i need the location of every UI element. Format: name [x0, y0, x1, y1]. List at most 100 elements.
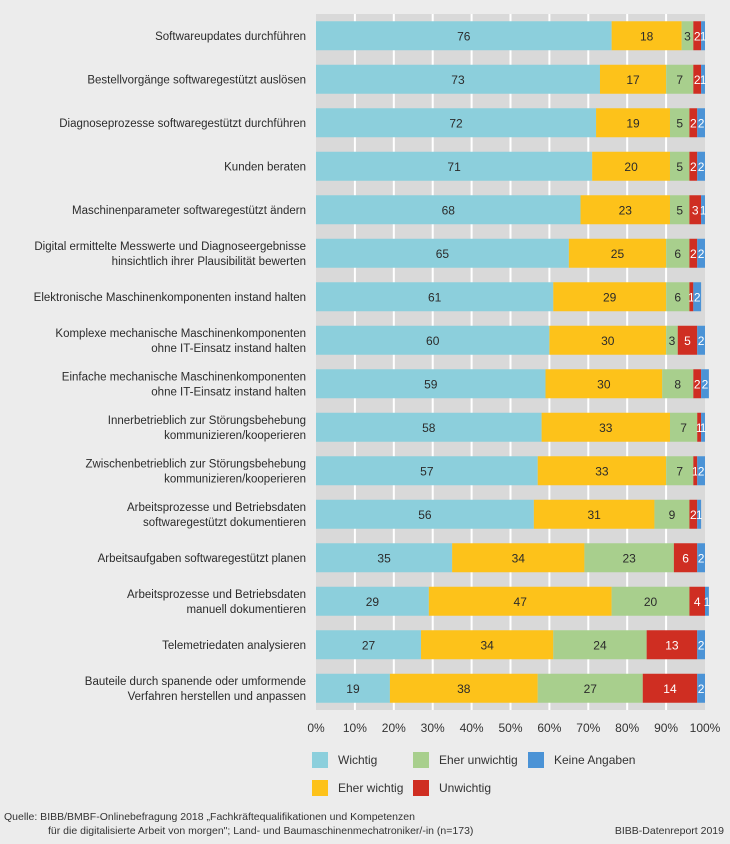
x-tick-label: 0%	[307, 721, 325, 735]
legend-item-eher-unwichtig: Eher unwichtig	[413, 752, 518, 768]
data-label: 2	[694, 73, 701, 87]
data-label: 5	[684, 334, 691, 348]
category-label: Telemetriedaten analysieren	[162, 640, 306, 652]
data-label: 1	[696, 508, 703, 522]
bar-segment-keine-angaben	[701, 369, 709, 399]
bar-segment-keine-angaben	[701, 412, 705, 442]
bar-segment-keine-angaben	[701, 64, 705, 94]
bar-segment-eher-unwichtig	[654, 499, 690, 529]
data-label: 1	[700, 421, 707, 435]
bar-segment-eher-wichtig	[428, 586, 612, 616]
data-label: 8	[674, 377, 681, 391]
bar-row: 72 19 5 2 2	[316, 108, 705, 138]
data-label: 31	[587, 508, 601, 522]
bar-segment-eher-unwichtig	[669, 412, 698, 442]
bar-segment-unwichtig	[689, 586, 705, 616]
legend-swatch	[413, 780, 429, 796]
bar-segment-wichtig	[316, 499, 534, 529]
category-labels: Softwareupdates durchführen Bestellvorgän…	[34, 31, 306, 703]
category-label: Diagnoseprozesse softwaregestützt durchf…	[59, 118, 306, 130]
source-line-1: Quelle: BIBB/BMBF-Onlinebefragung 2018 „…	[4, 811, 415, 823]
bar-row: 60 30 3 5 2	[316, 325, 705, 355]
bar-segment-unwichtig	[677, 325, 698, 355]
legend-swatch	[528, 752, 544, 768]
bar-row: 59 30 8 2 2	[316, 369, 709, 399]
legend-item-keine-angaben: Keine Angaben	[528, 752, 635, 768]
data-label: 3	[669, 334, 676, 348]
bar-segment-keine-angaben	[697, 325, 705, 355]
bar-segment-eher-wichtig	[545, 369, 663, 399]
category-label: Elektronische Maschinenkomponenten insta…	[34, 292, 306, 304]
data-label: 23	[619, 203, 633, 217]
data-label: 61	[428, 290, 442, 304]
category-label: Softwareupdates durchführen	[155, 31, 306, 43]
bar-segment-eher-unwichtig	[611, 586, 690, 616]
data-label: 60	[426, 334, 440, 348]
bar-segment-wichtig	[316, 282, 554, 312]
bar-segment-unwichtig	[693, 369, 702, 399]
bar-segment-keine-angaben	[697, 108, 705, 138]
data-label: 7	[676, 73, 683, 87]
x-tick-label: 70%	[576, 721, 600, 735]
bar-segment-eher-unwichtig	[666, 64, 694, 94]
data-label: 47	[514, 595, 528, 609]
bar-row: 68 23 5 3 1	[316, 195, 707, 225]
category-label: Bestellvorgänge softwaregestützt auslöse…	[87, 74, 306, 86]
data-label: 5	[676, 160, 683, 174]
data-label: 30	[601, 334, 615, 348]
bar-segment-keine-angaben	[701, 195, 705, 225]
data-label: 35	[377, 551, 391, 565]
data-label: 2	[698, 551, 705, 565]
bar-segment-eher-wichtig	[580, 195, 670, 225]
bar-segment-eher-wichtig	[568, 238, 667, 268]
bar-segment-eher-unwichtig	[669, 151, 690, 181]
bar-segment-keine-angaben	[697, 543, 705, 573]
data-label: 2	[698, 160, 705, 174]
category-label: Arbeitsaufgaben softwaregestützt planen	[98, 553, 306, 565]
legend-swatch	[413, 752, 429, 768]
data-label: 2	[702, 377, 709, 391]
data-label: 4	[694, 595, 701, 609]
data-label: 2	[694, 290, 701, 304]
x-tick-label: 50%	[498, 721, 522, 735]
bar-segment-unwichtig	[693, 456, 698, 486]
data-label: 68	[442, 203, 456, 217]
bar-segment-wichtig	[316, 673, 390, 703]
bar-segment-wichtig	[316, 325, 550, 355]
x-tick-label: 80%	[615, 721, 639, 735]
data-label: 1	[700, 73, 707, 87]
data-label: 20	[624, 160, 638, 174]
x-tick-label: 10%	[343, 721, 367, 735]
x-tick-label: 90%	[654, 721, 678, 735]
data-label: 17	[626, 73, 640, 87]
bar-segment-eher-unwichtig	[666, 282, 690, 312]
bar-segment-eher-unwichtig	[666, 325, 678, 355]
bar-segment-eher-unwichtig	[669, 108, 690, 138]
data-label: 1	[696, 421, 703, 435]
x-tick-label: 40%	[460, 721, 484, 735]
data-label: 2	[690, 160, 697, 174]
x-tick-label: 100%	[690, 721, 721, 735]
report-credit: BIBB-Datenreport 2019	[614, 825, 724, 837]
bar-segment-keine-angaben	[697, 151, 705, 181]
bar-segment-wichtig	[316, 21, 612, 51]
x-axis-ticks: 0% 10% 20% 30% 40% 50% 60% 70% 80% 90% 100%	[307, 721, 720, 735]
bar-segment-eher-wichtig	[611, 21, 682, 51]
data-label: 76	[457, 29, 471, 43]
x-tick-label: 60%	[537, 721, 561, 735]
data-label: 2	[698, 464, 705, 478]
bar-segment-eher-wichtig	[421, 630, 554, 660]
data-label: 19	[626, 116, 640, 130]
legend-label: Eher wichtig	[338, 781, 404, 795]
bar-segment-eher-wichtig	[596, 108, 670, 138]
bar-row: 29 47 20 4 1	[316, 586, 711, 616]
bar-segment-unwichtig	[697, 412, 702, 442]
data-label: 18	[640, 29, 654, 43]
bar-segment-unwichtig	[689, 282, 694, 312]
bar-segment-wichtig	[316, 543, 453, 573]
data-label: 20	[644, 595, 658, 609]
data-label: 2	[694, 29, 701, 43]
bar-segment-unwichtig	[689, 151, 698, 181]
bar-segment-keine-angaben	[697, 238, 705, 268]
bar-segment-eher-wichtig	[533, 499, 655, 529]
